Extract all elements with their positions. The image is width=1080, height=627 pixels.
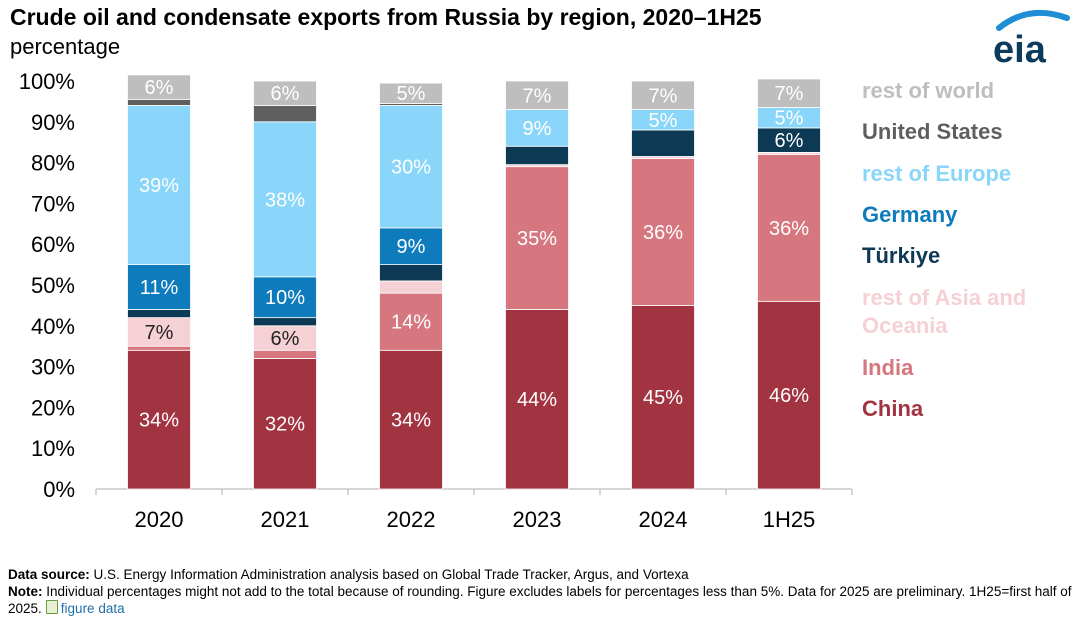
logo-text: eia	[993, 29, 1047, 68]
y-tick-label: 50%	[31, 273, 75, 298]
x-tick-label: 2020	[135, 507, 184, 532]
bar-segment	[505, 109, 569, 147]
data-label: 7%	[145, 322, 174, 344]
data-label: 14%	[391, 312, 431, 334]
y-tick-label: 70%	[31, 191, 75, 216]
y-tick-label: 100%	[19, 69, 75, 94]
data-source: Data source: U.S. Energy Information Adm…	[8, 567, 689, 582]
data-label: 7%	[649, 85, 678, 107]
data-label: 5%	[775, 108, 804, 130]
bar-segment	[379, 349, 443, 490]
bar-segment	[631, 304, 695, 490]
figure-data-link[interactable]: figure data	[60, 601, 125, 616]
data-label: 46%	[769, 385, 809, 407]
bar-segment	[379, 264, 443, 282]
eia-logo: eia	[993, 9, 1070, 68]
legend-label: Oceania	[862, 313, 948, 338]
y-tick-label: 90%	[31, 110, 75, 135]
legend-label: rest of Asia and	[862, 285, 1026, 310]
bar-segment	[631, 158, 695, 306]
x-tick-label: 2021	[261, 507, 310, 532]
legend-label: China	[862, 396, 924, 421]
bar-segment	[127, 349, 191, 490]
data-label: 34%	[139, 410, 179, 432]
bar-segment	[253, 276, 317, 319]
bar-segment	[379, 292, 443, 351]
bar-segment	[757, 127, 821, 153]
x-tick-label: 2023	[513, 507, 562, 532]
data-label: 6%	[145, 77, 174, 99]
data-label: 6%	[271, 83, 300, 105]
bar-segment	[127, 98, 191, 106]
chart-subtitle: percentage	[10, 34, 121, 59]
data-label: 10%	[265, 287, 305, 309]
footer: Data source: U.S. Energy Information Adm…	[8, 566, 1073, 617]
data-label: 45%	[643, 387, 683, 409]
legend-label: India	[862, 355, 914, 380]
bar-segment	[505, 166, 569, 310]
y-tick-label: 0%	[43, 477, 75, 502]
bar-segment	[253, 317, 317, 327]
bar-segment	[127, 309, 191, 319]
bar-segment	[253, 325, 317, 351]
bar-segment	[127, 345, 191, 351]
data-label: 6%	[775, 130, 804, 152]
data-label: 5%	[397, 83, 426, 105]
data-label: 35%	[517, 228, 557, 250]
bar-segment	[757, 154, 821, 302]
x-tick-label: 2022	[387, 507, 436, 532]
bar-segment	[379, 227, 443, 266]
bar-segment	[379, 105, 443, 229]
bar-segment	[379, 82, 443, 104]
data-label: 38%	[265, 189, 305, 211]
data-label: 34%	[391, 410, 431, 432]
note: Note: Individual percentages might not a…	[8, 584, 1072, 616]
data-label: 36%	[643, 222, 683, 244]
bar-segment	[505, 145, 569, 166]
bar-segment	[253, 349, 317, 359]
bar-segment	[505, 80, 569, 110]
x-tick-label: 1H25	[763, 507, 816, 532]
bar-segment	[253, 80, 317, 106]
y-tick-label: 10%	[31, 436, 75, 461]
legend-label: rest of Europe	[862, 161, 1011, 186]
bar-segment	[757, 300, 821, 490]
bar-segment	[631, 80, 695, 110]
y-tick-label: 30%	[31, 355, 75, 380]
bar-segment	[505, 309, 569, 490]
data-label: 9%	[397, 236, 426, 258]
data-label: 39%	[139, 175, 179, 197]
data-label: 9%	[523, 118, 552, 140]
data-label: 7%	[775, 83, 804, 105]
data-label: 6%	[271, 328, 300, 350]
bar-segment	[631, 129, 695, 157]
bar-segment	[253, 121, 317, 278]
data-label: 30%	[391, 157, 431, 179]
data-label: 7%	[523, 85, 552, 107]
legend-label: rest of world	[862, 78, 994, 103]
bar-segment	[127, 74, 191, 100]
x-tick-label: 2024	[639, 507, 688, 532]
data-label: 36%	[769, 218, 809, 240]
y-tick-label: 20%	[31, 395, 75, 420]
bar-segment	[253, 105, 317, 123]
legend-label: Germany	[862, 202, 958, 227]
data-label: 44%	[517, 389, 557, 411]
legend-label: Türkiye	[862, 243, 940, 268]
stacked-bar-chart: 0% 10% 20% 30% 40% 50% 60% 70% 80% 90% 100% 2020 34%…	[19, 69, 1027, 532]
y-tick-label: 60%	[31, 232, 75, 257]
data-label: 11%	[140, 277, 179, 299]
y-tick-label: 40%	[31, 314, 75, 339]
bar-segment	[253, 358, 317, 490]
y-tick-label: 80%	[31, 151, 75, 176]
data-label: 5%	[649, 110, 678, 132]
spreadsheet-icon	[45, 600, 58, 614]
chart-title: Crude oil and condensate exports from Ru…	[10, 4, 762, 30]
bar-segment	[379, 280, 443, 294]
bar-segment	[757, 78, 821, 108]
data-label: 32%	[265, 414, 305, 436]
legend-label: United States	[862, 119, 1003, 144]
